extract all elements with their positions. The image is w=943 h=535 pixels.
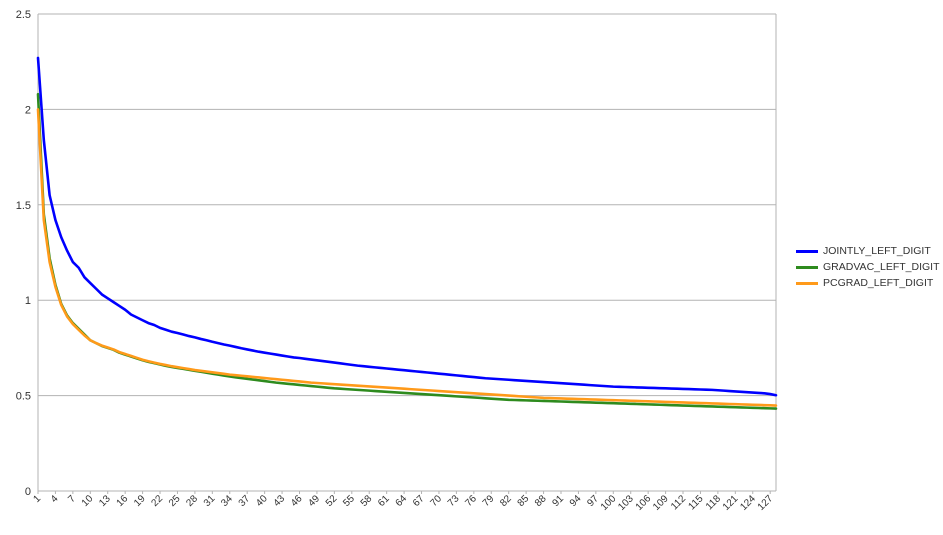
x-tick-label: 79	[481, 493, 497, 509]
x-tick-label: 115	[687, 493, 706, 512]
legend-label-pcgrad: PCGRAD_LEFT_DIGIT	[823, 277, 934, 289]
x-tick-label: 73	[446, 493, 462, 509]
x-tick-label: 49	[306, 493, 322, 509]
x-tick-label: 4	[49, 493, 61, 505]
x-tick-label: 88	[533, 493, 549, 509]
x-tick-label: 40	[254, 493, 270, 509]
x-tick-label: 118	[704, 493, 723, 512]
y-tick-label: 0.5	[16, 391, 31, 403]
legend-label-jointly: JOINTLY_LEFT_DIGIT	[823, 245, 931, 257]
x-tick-label: 103	[616, 493, 636, 513]
x-tick-label: 106	[634, 493, 654, 513]
x-tick-label: 1	[31, 493, 43, 505]
x-tick-label: 13	[97, 493, 113, 509]
x-tick-label: 91	[550, 493, 566, 509]
x-tick-label: 43	[272, 493, 288, 509]
x-tick-label: 94	[568, 493, 584, 509]
y-tick-label: 0	[25, 486, 31, 498]
x-tick-label: 7	[66, 493, 78, 505]
x-tick-label: 28	[184, 493, 200, 509]
x-tick-label: 64	[394, 493, 410, 509]
y-tick-label: 2.5	[16, 9, 31, 21]
x-tick-label: 82	[498, 493, 514, 509]
legend-item-pcgrad: PCGRAD_LEFT_DIGIT	[796, 275, 940, 291]
legend: JOINTLY_LEFT_DIGIT GRADVAC_LEFT_DIGIT PC…	[796, 243, 940, 291]
x-tick-label: 121	[721, 493, 741, 513]
x-tick-label: 37	[237, 493, 253, 509]
x-tick-label: 34	[219, 493, 235, 509]
x-tick-label: 31	[202, 493, 218, 509]
legend-swatch-jointly	[796, 249, 818, 253]
y-axis: 0 0.5 1 1.5 2 2.5	[16, 9, 31, 498]
x-tick-label: 55	[341, 493, 357, 509]
x-tick-label: 127	[756, 493, 776, 513]
x-tick-label: 46	[289, 493, 305, 509]
x-tick-label: 10	[80, 493, 96, 509]
legend-item-jointly: JOINTLY_LEFT_DIGIT	[796, 243, 940, 259]
x-tick-label: 85	[516, 493, 532, 509]
gridlines	[37, 13, 777, 492]
series-line-jointly-left-digit	[36, 56, 778, 397]
y-tick-label: 1	[25, 295, 31, 307]
series-line-pcgrad-left-digit	[36, 108, 778, 407]
x-tick-label: 61	[376, 493, 392, 509]
series-layer	[36, 56, 778, 410]
legend-swatch-gradvac	[796, 265, 818, 269]
x-tick-label: 52	[324, 493, 340, 509]
x-tick-label: 100	[599, 493, 619, 513]
legend-label-gradvac: GRADVAC_LEFT_DIGIT	[823, 261, 940, 273]
x-tick-label: 112	[669, 493, 688, 512]
x-tick-label: 124	[738, 493, 758, 513]
legend-swatch-pcgrad	[796, 281, 818, 285]
x-tick-label: 70	[428, 493, 444, 509]
x-tick-label: 58	[359, 493, 375, 509]
y-tick-label: 1.5	[16, 200, 31, 212]
x-tick-label: 25	[167, 493, 183, 509]
x-tick-label: 22	[150, 493, 166, 509]
x-tick-label: 19	[132, 493, 148, 509]
legend-item-gradvac: GRADVAC_LEFT_DIGIT	[796, 259, 940, 275]
x-axis: 1 4 7 10 13 16 19 22 25 28 31 34 37 40 43 46 49 52 55 58 61 6…	[31, 491, 776, 513]
x-tick-label: 76	[463, 493, 479, 509]
x-tick-label: 16	[115, 493, 131, 509]
x-tick-label: 67	[411, 493, 427, 509]
y-tick-label: 2	[25, 104, 31, 116]
x-tick-label: 109	[651, 493, 671, 513]
